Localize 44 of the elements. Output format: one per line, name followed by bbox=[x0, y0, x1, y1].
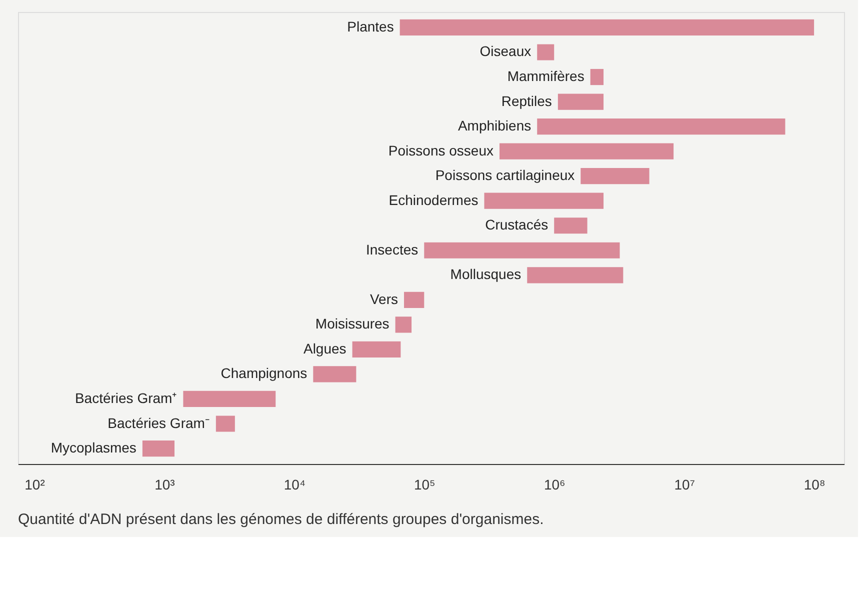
bar bbox=[554, 218, 588, 234]
y-tick-label: Echinodermes bbox=[388, 192, 478, 208]
x-tick-label: 10⁶ bbox=[544, 476, 566, 492]
y-tick-label: Vers bbox=[370, 290, 398, 307]
y-tick-label: Champignons bbox=[220, 365, 308, 382]
bar bbox=[216, 416, 235, 432]
bar bbox=[558, 94, 604, 110]
y-tick-label: Bactéries Gram⁺ bbox=[74, 390, 178, 406]
x-tick-label: 10³ bbox=[154, 476, 176, 492]
x-tick-label: 10⁴ bbox=[284, 476, 306, 492]
y-tick-label: Moisissures bbox=[315, 316, 390, 332]
y-tick-label: Amphibiens bbox=[458, 118, 532, 134]
bar bbox=[484, 192, 604, 209]
y-tick-label: Oiseaux bbox=[480, 43, 532, 60]
bar bbox=[424, 242, 620, 258]
y-tick-label: Insectes bbox=[366, 241, 418, 258]
bar bbox=[527, 267, 624, 284]
bar bbox=[142, 440, 174, 457]
x-tick-label: 10⁷ bbox=[674, 476, 695, 492]
text: Quantité d'ADN présent dans les génomes de différents groupes d'organismes. bbox=[18, 511, 544, 528]
y-tick-label: Mollusques bbox=[450, 266, 522, 282]
y-tick-label: Mycoplasmes bbox=[50, 440, 136, 456]
y-tick-label: Crustacés bbox=[485, 216, 548, 233]
bar bbox=[352, 341, 401, 358]
y-tick-label: Bactéries Gram⁻ bbox=[108, 414, 210, 431]
y-tick-label: Plantes bbox=[347, 18, 394, 34]
x-tick-label: 10⁸ bbox=[804, 476, 826, 492]
y-tick-label: Algues bbox=[303, 340, 346, 356]
y-tick-label: Poissons osseux bbox=[388, 142, 494, 158]
bar bbox=[395, 316, 412, 333]
bar bbox=[537, 118, 786, 135]
bar bbox=[404, 292, 424, 308]
bar bbox=[183, 390, 276, 408]
bar bbox=[499, 143, 674, 160]
bar bbox=[400, 19, 814, 36]
x-tick-label: 10² bbox=[24, 476, 46, 492]
bar bbox=[580, 168, 650, 184]
y-tick-label: Poissons cartilagineux bbox=[435, 167, 575, 184]
bar bbox=[537, 44, 554, 60]
bar bbox=[590, 68, 604, 86]
x-tick-label: 10⁵ bbox=[414, 476, 436, 492]
y-tick-label: Mammifères bbox=[507, 68, 584, 84]
y-tick-label: Reptiles bbox=[501, 92, 552, 109]
bar bbox=[313, 366, 356, 382]
